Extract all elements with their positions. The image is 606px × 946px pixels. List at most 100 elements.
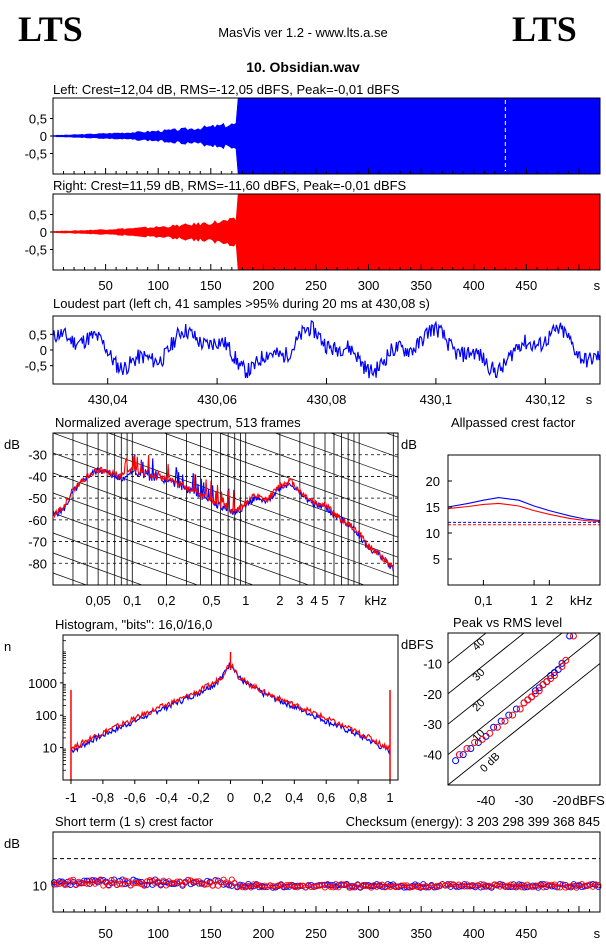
spectrum-diagonal [53, 633, 398, 757]
peak-vs-rms-crest-label: 40 [470, 636, 487, 653]
avg-spectrum-ytick-label: -60 [28, 513, 47, 528]
short-term-crest-frame [52, 831, 601, 913]
peak-vs-rms-point-right [509, 711, 517, 719]
short-term-crest-point [275, 882, 282, 889]
short-term-crest-xtick-label: 50 [98, 926, 112, 941]
short-term-crest-point [286, 881, 293, 888]
allpassed-crest-ytick-label: 20 [426, 474, 440, 489]
peak-vs-rms-crest-label: 20 [470, 697, 487, 714]
short-term-crest-point [201, 881, 208, 888]
short-term-crest-point [376, 881, 383, 888]
short-term-crest-point [340, 881, 348, 888]
allpassed-crest-series-right [447, 502, 601, 523]
left-waveform-series-left [52, 97, 601, 175]
short-term-crest-point [133, 879, 140, 887]
spectrum-diagonal [274, 433, 398, 478]
avg-spectrum-xtick-label: 1 [242, 593, 249, 608]
peak-vs-rms-point-left [459, 751, 467, 759]
short-term-crest-point [67, 877, 74, 884]
histogram-xtick-label: -0,2 [187, 790, 209, 805]
short-term-crest-point [291, 883, 298, 891]
short-term-crest-point [141, 882, 148, 889]
short-term-crest-xtick-label: 300 [358, 926, 380, 941]
avg-spectrum-ytick-label: -50 [28, 491, 47, 506]
histogram-xtick-label: -0,6 [124, 790, 146, 805]
loudest-part-title: Loudest part (left ch, 41 samples >95% d… [53, 296, 430, 311]
histogram-xtick-label: -1 [65, 790, 77, 805]
right-waveform-ytick-label: 0 [40, 225, 47, 240]
peak-vs-rms-point-left [490, 723, 498, 731]
avg-spectrum-title: Normalized average spectrum, 513 frames [55, 415, 301, 430]
spectrum-diagonal [53, 433, 398, 558]
peak-vs-rms-point-right [455, 751, 463, 759]
spectrum-diagonal [53, 472, 366, 585]
loudest-part-xtick-label: 430,12 [525, 392, 565, 407]
short-term-crest-point [122, 877, 129, 884]
short-term-crest-xtick-label: 100 [147, 926, 169, 941]
allpassed-crest-ytick-label: 5 [433, 552, 440, 567]
right-waveform-xtick-label: s [594, 278, 601, 293]
right-waveform-xtick-label: 250 [305, 278, 327, 293]
right-waveform-xtick-label: 300 [358, 278, 380, 293]
allpassed-crest-xtick-label: kHz [570, 593, 592, 608]
short-term-crest-xtick-label: 200 [253, 926, 275, 941]
spectrum-diagonal [53, 492, 310, 585]
peak-vs-rms-point-right [562, 656, 570, 664]
right-waveform-ytick-label: 0,5 [29, 208, 47, 223]
histogram-xtick-label: 0,4 [285, 790, 303, 805]
short-term-crest-point [81, 879, 88, 887]
short-term-crest-point [313, 883, 320, 890]
peak-vs-rms-ylabel: dBFS [401, 637, 434, 652]
short-term-crest-point [513, 882, 520, 889]
allpassed-crest-frame [447, 454, 601, 586]
allpassed-crest-ytick-label: 10 [426, 526, 440, 541]
short-term-crest-point [360, 881, 367, 889]
avg-spectrum-ytick-label: -40 [28, 469, 47, 484]
right-waveform-series-right [52, 193, 601, 271]
short-term-crest-point [548, 881, 555, 888]
right-waveform-xtick-label: 400 [463, 278, 485, 293]
right-waveform-xtick-label: 350 [410, 278, 432, 293]
short-term-crest-ytick-label: 10 [33, 878, 47, 893]
left-waveform-plot [52, 97, 601, 175]
short-term-crest-point [581, 882, 588, 889]
left-waveform-ytick-label: -0,5 [25, 146, 47, 161]
short-term-crest-point [392, 884, 399, 891]
short-term-crest-point [168, 880, 175, 887]
loudest-part-ytick-label: -0,5 [25, 359, 47, 374]
spectrum-diagonal [53, 552, 143, 585]
avg-spectrum-ytick-label: -70 [28, 535, 47, 550]
peak-vs-rms-xtick-label: dBFS [572, 793, 605, 808]
spectrum-diagonal [329, 433, 398, 458]
peak-vs-rms-xtick-label: -40 [477, 793, 496, 808]
spectrum-diagonal [53, 512, 255, 585]
short-term-crest-point [491, 881, 498, 888]
peak-vs-rms-point-right [558, 662, 566, 670]
short-term-crest-point [253, 882, 260, 889]
loudest-part-xtick-label: 430,06 [197, 392, 237, 407]
loudest-part-xtick-label: 430,1 [420, 392, 453, 407]
histogram-series-left [70, 662, 391, 755]
short-term-crest-point [346, 884, 353, 891]
loudest-part-xtick-label: s [586, 392, 593, 407]
spectrum-diagonal [53, 532, 199, 585]
short-term-crest-point [592, 881, 599, 888]
short-term-crest-point [406, 884, 413, 891]
peak-vs-rms-title: Peak vs RMS level [453, 615, 562, 630]
short-term-crest-point [455, 881, 462, 888]
short-term-crest-ylabel: dB [4, 836, 20, 851]
allpassed-crest-xtick-label: 0,1 [474, 593, 492, 608]
app-title: MasVis ver 1.2 - www.lts.a.se [218, 25, 388, 40]
loudest-part-series-left [52, 320, 601, 379]
left-waveform-ytick-label: 0,5 [29, 112, 47, 127]
short-term-crest-point [485, 882, 492, 889]
loudest-part-xtick-label: 430,04 [88, 392, 128, 407]
peak-vs-rms-point-right [463, 745, 471, 753]
short-term-crest-point [401, 882, 408, 889]
loudest-part-ytick-label: 0 [40, 343, 47, 358]
short-term-crest-point [124, 878, 131, 885]
histogram-xtick-label: 0,2 [253, 790, 271, 805]
short-term-crest-point [595, 882, 602, 889]
short-term-crest-point [116, 880, 123, 887]
peak-vs-rms-point-right [478, 735, 486, 743]
